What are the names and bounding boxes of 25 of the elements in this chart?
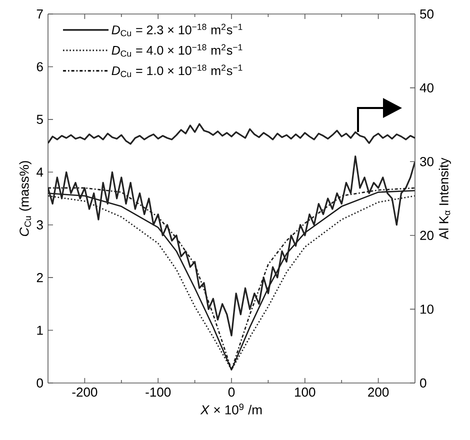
y-tick-label: 3 bbox=[36, 220, 43, 230]
y2-tick-label: 40 bbox=[420, 83, 434, 92]
y2-tick-label: 50 bbox=[420, 9, 434, 19]
y-tick-label: 4 bbox=[36, 168, 44, 177]
x-tick-label: -200 bbox=[72, 388, 98, 397]
y2-tick-label: 10 bbox=[420, 304, 434, 314]
x-axis-title: X × 10$^{9}$ /m bbox=[200, 404, 262, 414]
y-tick-label: 1 bbox=[37, 326, 43, 335]
x-tick-label: -100 bbox=[146, 388, 171, 397]
y2-tick-label: 30 bbox=[420, 156, 434, 166]
y-axis-title: C$_{Cu}$ (mass%) bbox=[19, 161, 32, 236]
y2-tick-label: 20 bbox=[420, 230, 434, 240]
legend-label: D$_{Cu}$ = 1.0 × 10$^{−18}$ m$^{2}$s$^{−1}$ bbox=[112, 64, 242, 78]
y-tick-label: 7 bbox=[36, 10, 43, 18]
y-tick-label: 2 bbox=[36, 273, 43, 282]
y2-tick-label: 0 bbox=[420, 378, 426, 388]
x-tick-label: 0 bbox=[228, 388, 235, 397]
x-tick-label: 200 bbox=[368, 388, 389, 397]
y-tick-label: 0 bbox=[36, 378, 43, 388]
y-tick-label: 5 bbox=[36, 114, 43, 124]
y2-axis-title: Al K$_{α}$ Intensity bbox=[438, 158, 451, 240]
x-tick-label: 100 bbox=[295, 388, 316, 397]
y-tick-label: 6 bbox=[36, 62, 43, 72]
legend-label: D$_{Cu}$ = 2.3 × 10$^{−18}$ m$^{2}$s$^{−1}$ bbox=[112, 24, 242, 36]
legend-label: D$_{Cu}$ = 4.0 × 10$^{−18}$ m$^{2}$s$^{−1}$ bbox=[112, 44, 242, 57]
